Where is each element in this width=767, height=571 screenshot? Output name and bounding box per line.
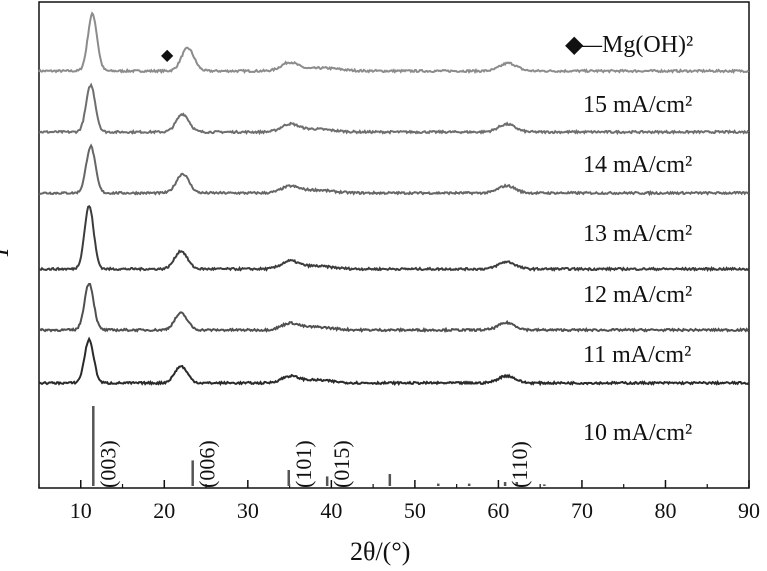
hkl-label: (110) <box>507 441 532 488</box>
x-tick-label: 40 <box>320 498 342 523</box>
x-tick-label: 10 <box>70 498 92 523</box>
x-tick-label: 50 <box>404 498 426 523</box>
diamond-marker-icon: ◆ <box>161 47 174 64</box>
series-label: 12 mA/cm² <box>583 282 692 308</box>
series-line <box>38 336 750 387</box>
series-labels: 15 mA/cm² 14 mA/cm² 13 mA/cm² 12 mA/cm² 11 m… <box>583 92 692 446</box>
x-tick-label: 30 <box>237 498 259 523</box>
x-tick-label: 60 <box>487 498 509 523</box>
hkl-label: (101) <box>291 440 316 488</box>
x-tick-label: 70 <box>571 498 593 523</box>
series-label: 14 mA/cm² <box>583 152 692 178</box>
x-tick-label: 90 <box>738 498 760 523</box>
series-line <box>38 205 750 273</box>
series-line <box>38 82 750 136</box>
x-axis-label: 2θ/(°) <box>350 537 410 566</box>
x-tick-label: 80 <box>654 498 676 523</box>
hkl-labels: (003) (006) (101) (015) (110) <box>95 440 532 488</box>
series-layer <box>38 11 750 387</box>
legend-label: —Mg(OH)² <box>577 32 693 58</box>
x-axis-tick-labels: 10 20 30 40 50 60 70 80 90 <box>70 498 760 523</box>
series-line <box>38 282 749 334</box>
series-label: 11 mA/cm² <box>583 342 691 368</box>
series-line <box>38 143 750 197</box>
hkl-label: (003) <box>95 440 120 488</box>
reference-label: 10 mA/cm² <box>583 420 692 446</box>
series-label: 13 mA/cm² <box>583 221 692 247</box>
hkl-label: (006) <box>195 440 220 488</box>
legend: ◆ —Mg(OH)² <box>565 32 693 58</box>
x-tick-label: 20 <box>153 498 175 523</box>
legend-marker-icon: ◆ <box>565 32 584 58</box>
reference-lines <box>92 406 546 486</box>
x-axis-ticks <box>38 480 750 488</box>
plot-frame <box>38 1 750 489</box>
hkl-label: (015) <box>329 440 354 488</box>
y-axis-label: I <box>0 246 14 257</box>
series-label: 15 mA/cm² <box>583 92 692 118</box>
series-line <box>38 11 750 75</box>
